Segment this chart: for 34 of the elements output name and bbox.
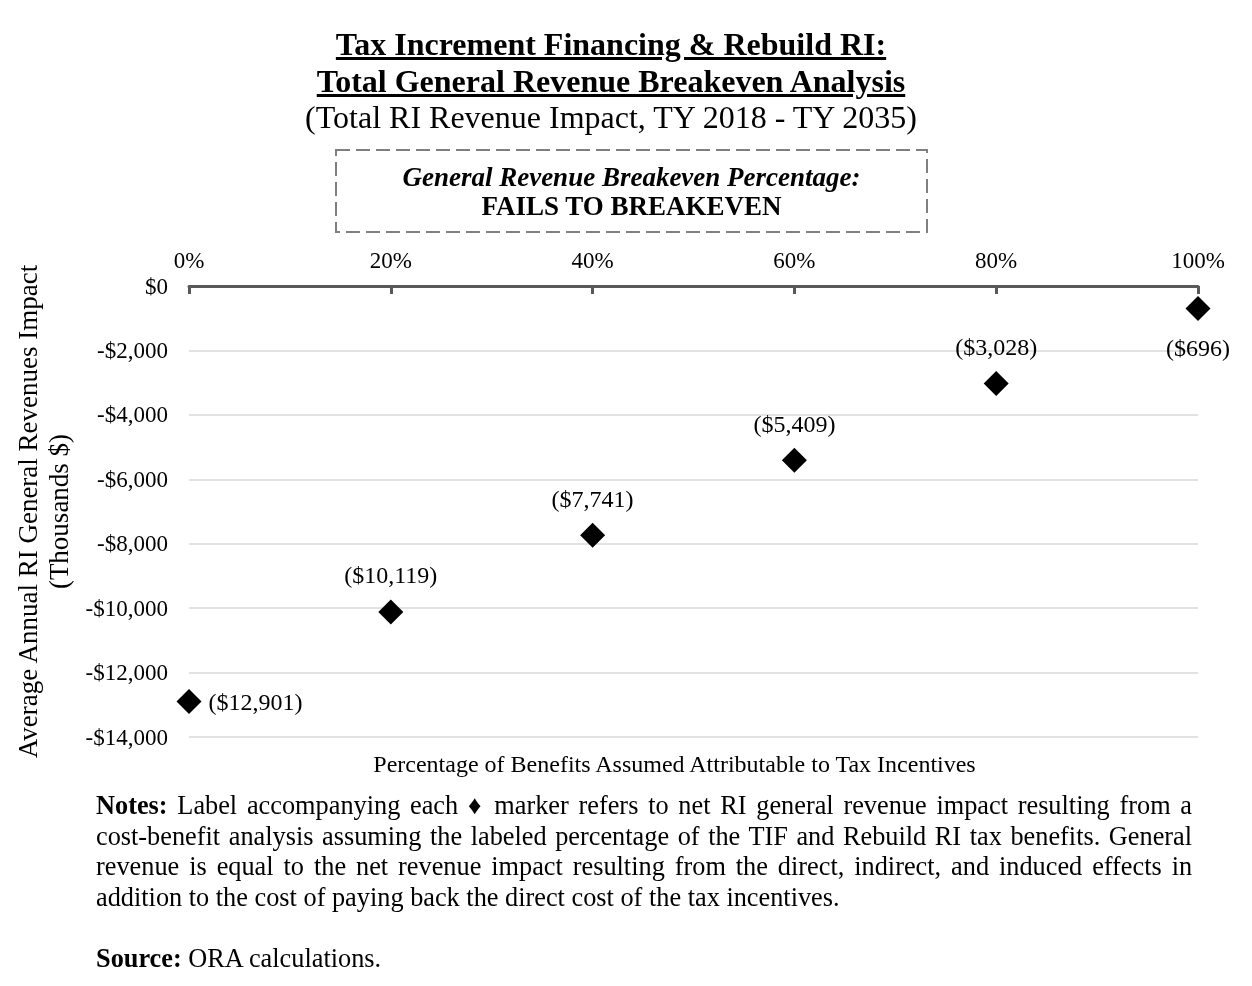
y-tick-label: -$4,000: [97, 402, 168, 428]
text: Notes: Label accompanying each ♦ marker refers to net RI general revenue impact resulting from a cost-benefit analysis assuming the labeled percentage of the TIF and Rebuild RI tax benefits. General revenue is equal to the net revenue impact resulting from the direct, indirect, and induced effects in addition to the cost of paying back the direct cost of the tax incentives.: [96, 791, 1193, 912]
text: FAILS TO BREAKEVEN: [481, 191, 782, 221]
data-label: ($5,409): [753, 410, 836, 437]
y-tick-label: -$14,000: [85, 724, 168, 750]
x-tick-label: 40%: [571, 248, 614, 273]
y-tick-label: -$10,000: [85, 595, 168, 621]
source-note: Source: ORA calculations.: [96, 943, 383, 974]
chart-title: Tax Increment Financing & Rebuild RI: Total General Revenue Breakeven Analysis: [315, 26, 907, 100]
x-tick-label: 80%: [975, 248, 1018, 273]
y-tick-label: $0: [145, 273, 168, 299]
point: [176, 689, 202, 715]
data-label: ($10,119): [344, 562, 438, 589]
chart-subtitle: (Total RI Revenue Impact, TY 2018 - TY 2035): [304, 99, 918, 135]
point: [1185, 295, 1211, 321]
data-label: ($12,901): [208, 688, 303, 715]
x-tick-label: 100%: [1171, 248, 1225, 273]
x-tick-label: 0%: [173, 248, 205, 273]
y-tick-label: -$2,000: [97, 337, 168, 363]
point: [378, 599, 404, 625]
data-label: ($7,741): [551, 485, 634, 512]
point: [580, 522, 606, 548]
x-tick-label: 60%: [773, 248, 816, 273]
point: [983, 371, 1009, 397]
x-axis-title: Percentage of Benefits Assumed Attributable to Tax Incentives: [373, 751, 976, 777]
text: General Revenue Breakeven Percentage:: [402, 162, 861, 192]
y-axis-title: Average Annual RI General Revenues Impact (Thousands $): [13, 264, 75, 759]
y-tick-label: -$8,000: [97, 531, 168, 557]
point: [781, 447, 807, 473]
data-label: ($3,028): [955, 334, 1038, 361]
y-tick-label: -$6,000: [97, 466, 168, 492]
y-tick-label: -$12,000: [85, 660, 168, 686]
data-label: ($696): [1166, 334, 1230, 361]
x-tick-label: 20%: [369, 248, 412, 273]
